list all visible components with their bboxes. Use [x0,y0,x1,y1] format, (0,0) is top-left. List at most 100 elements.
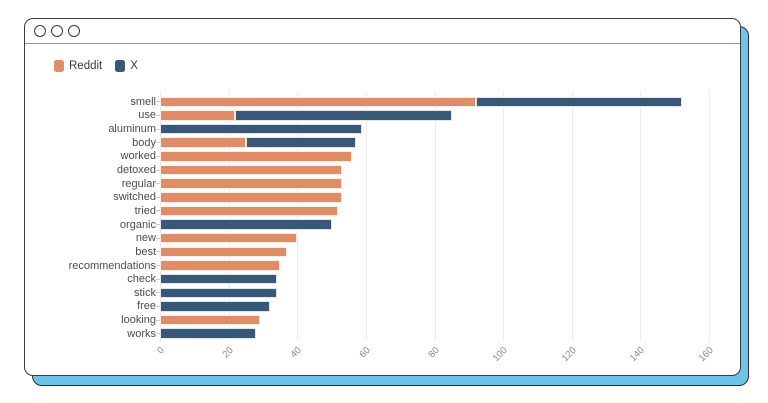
bar-row: stick [25,286,725,300]
x-axis: 0 20 40 60 80 100 120 140 160 [25,44,740,375]
y-axis-label: organic [119,218,156,231]
y-axis-tick [156,265,160,266]
bar-track [160,245,725,259]
x-axis-label: 20 [220,345,236,361]
y-axis-tick [156,196,160,198]
bar-row: new [25,231,725,245]
bar-track [160,204,725,218]
bar-segment-reddit[interactable] [160,192,342,203]
bar-segment-reddit[interactable] [160,151,353,162]
bar-row: detoxed [25,163,725,177]
bar-track [160,272,725,286]
bar-segment-reddit[interactable] [160,260,281,271]
y-axis-tick [156,210,160,212]
y-axis-label: switched [113,191,156,204]
bar-track [160,109,725,123]
bar-row: regular [25,177,725,191]
bar-segment-x[interactable] [160,328,257,339]
bar-row: best [25,245,725,259]
y-axis-tick [156,305,160,307]
bar-segment-reddit[interactable] [160,164,342,176]
bar-segment-x[interactable] [160,123,363,135]
gridline [434,91,436,341]
x-axis-label: 120 [559,345,579,364]
bar-segment-reddit[interactable] [160,137,246,148]
y-axis-label: tried [134,204,156,217]
bar-track [160,286,725,300]
window-control-button[interactable] [34,25,46,37]
y-axis-label: smell [130,95,156,108]
window-titlebar [25,19,740,44]
bar-row: aluminum [25,122,725,136]
bar-track [160,327,725,341]
x-axis-label: 140 [628,345,648,364]
bar-segment-x[interactable] [160,273,277,285]
y-axis-label: regular [121,177,156,190]
bar-segment-reddit[interactable] [160,205,339,217]
bar-track [160,218,725,232]
bar-segment-x[interactable] [245,137,356,148]
gridline [709,91,710,341]
bar-row: switched [25,190,725,204]
bar-row: check [25,272,725,286]
y-axis-label: use [138,109,156,122]
y-axis-label: looking [121,314,156,327]
bar-segment-reddit[interactable] [160,246,287,258]
bar-segment-reddit[interactable] [160,178,342,189]
x-axis-label: 40 [288,345,305,361]
bar-segment-x[interactable] [475,96,682,108]
bar-segment-reddit[interactable] [160,232,298,244]
bar-row: smell [25,95,725,109]
y-axis-tick [156,333,160,335]
bar-row: tried [25,204,725,218]
bar-row: worked [25,150,725,164]
gridline [571,91,573,341]
bar-segment-reddit[interactable] [160,314,260,326]
y-axis-label: aluminum [108,123,156,136]
legend-swatch [115,60,126,72]
bar-track [160,259,725,273]
y-axis-tick [156,224,160,226]
x-axis-label: 160 [696,345,716,364]
y-axis-tick [156,169,160,171]
bar-segment-x[interactable] [160,287,277,299]
bar-row: use [25,109,725,123]
x-axis-label: 80 [426,345,442,361]
y-axis-tick [156,292,160,294]
bar-track [160,95,725,109]
legend-item[interactable]: X [115,60,138,72]
bar-track [160,163,725,177]
y-axis-tick [156,251,160,253]
bar-rows: smell use aluminum body worked detoxed regular… [25,95,725,341]
y-axis-label: stick [134,286,156,299]
bar-segment-x[interactable] [235,110,452,121]
bar-track [160,150,725,164]
bar-segment-reddit[interactable] [160,110,236,121]
window-control-button[interactable] [68,25,80,37]
y-axis-tick [156,183,160,185]
bar-segment-reddit[interactable] [160,96,476,108]
x-axis-label: 100 [490,345,510,364]
y-axis-tick [156,155,160,157]
bar-row: recommendations [25,259,725,273]
bar-track [160,313,725,327]
window-control-button[interactable] [51,25,63,37]
bar-row: free [25,300,725,314]
chart-legend: Reddit X [54,60,138,72]
legend-label: Reddit [69,60,103,72]
y-axis-label: detoxed [116,164,156,177]
gridline [503,91,505,341]
bar-segment-x[interactable] [160,301,270,312]
y-axis-label: recommendations [68,259,156,272]
legend-item[interactable]: Reddit [54,60,102,72]
browser-window: Reddit X smell use aluminum body worked detoxe… [24,18,741,376]
y-axis-tick [156,101,160,103]
bar-row: organic [25,218,725,232]
y-axis-tick [156,142,160,144]
y-axis-label: new [135,232,156,245]
y-axis-tick [156,319,160,321]
y-axis-label: free [137,300,156,313]
bar-track [160,136,725,150]
bar-row: looking [25,313,725,327]
bar-segment-x[interactable] [160,219,332,230]
